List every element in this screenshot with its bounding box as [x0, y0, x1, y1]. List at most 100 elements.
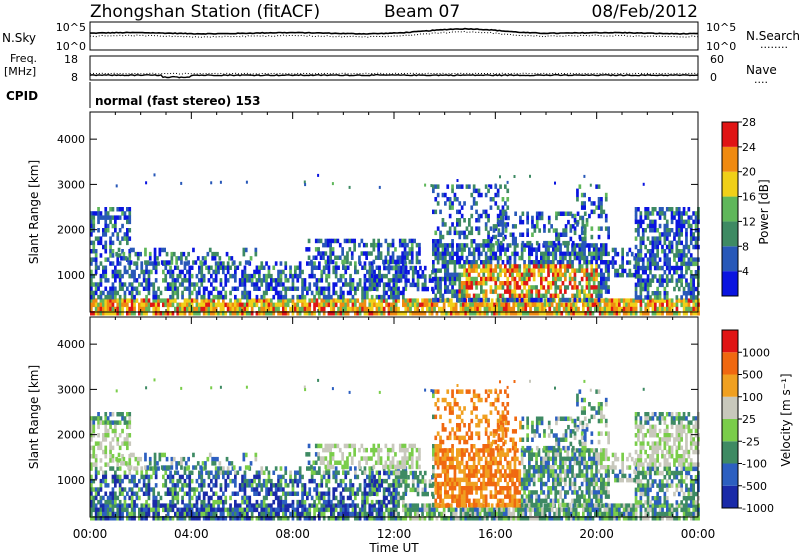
range-cell — [327, 491, 331, 496]
range-cell — [402, 499, 405, 505]
range-cell — [279, 483, 283, 488]
range-cell — [358, 483, 362, 488]
range-cell — [338, 242, 342, 248]
range-cell — [284, 311, 288, 316]
range-cell — [618, 511, 621, 517]
range-cell — [613, 298, 616, 303]
range-cell — [363, 261, 367, 266]
range-cell — [534, 306, 537, 312]
range-cell — [531, 224, 534, 229]
range-cell — [477, 247, 481, 252]
range-cell — [303, 503, 307, 508]
range-cell — [279, 282, 283, 287]
range-cell — [665, 228, 669, 233]
range-cell — [315, 495, 319, 501]
range-cell — [387, 286, 391, 292]
range-cell — [458, 297, 462, 303]
range-cell — [451, 285, 454, 290]
range-cell — [466, 306, 470, 312]
range-cell — [685, 298, 688, 303]
range-cell — [446, 272, 450, 278]
range-cell — [207, 503, 211, 508]
range-cell — [475, 293, 478, 299]
range-cell — [210, 181, 213, 185]
range-cell — [687, 223, 691, 229]
range-cell — [434, 297, 438, 303]
range-cell — [99, 211, 103, 216]
range-cell — [682, 298, 686, 303]
range-cell — [212, 269, 216, 275]
nave-dots: .... — [754, 73, 768, 86]
range-cell — [99, 516, 103, 521]
range-cell — [470, 243, 474, 248]
range-cell — [522, 306, 525, 312]
range-cell — [253, 269, 256, 275]
range-cell — [536, 516, 540, 521]
range-cell — [296, 507, 300, 513]
range-cell — [99, 240, 103, 246]
range-cell — [200, 278, 204, 283]
range-cell — [282, 298, 285, 303]
range-cell — [162, 507, 165, 513]
range-cell — [102, 298, 105, 303]
range-cell — [574, 306, 578, 312]
range-cell — [142, 286, 146, 291]
range-cell — [128, 265, 132, 270]
range-cell — [632, 298, 636, 303]
range-cell — [687, 215, 691, 220]
range-cell — [169, 265, 172, 270]
range-cell — [90, 311, 93, 316]
range-cell — [217, 474, 220, 480]
range-cell — [649, 228, 652, 233]
range-cell — [673, 215, 676, 220]
range-cell — [205, 286, 208, 291]
range-cell — [255, 503, 259, 508]
range-cell — [166, 269, 170, 275]
range-cell — [448, 201, 452, 206]
range-cell — [649, 503, 652, 508]
range-cell — [116, 503, 120, 508]
range-cell — [385, 290, 388, 296]
range-cell — [397, 269, 400, 275]
range-cell — [634, 282, 638, 288]
range-cell — [484, 260, 488, 265]
range-cell — [152, 290, 156, 296]
range-cell — [453, 272, 457, 278]
range-cell — [572, 511, 576, 517]
range-cell — [500, 311, 504, 316]
range-cell — [630, 272, 634, 278]
range-cell — [356, 269, 360, 275]
range-cell — [646, 298, 650, 303]
range-cell — [286, 516, 290, 521]
range-cell — [322, 242, 325, 248]
range-cell — [556, 260, 560, 265]
range-cell — [241, 306, 244, 312]
range-cell — [402, 294, 405, 300]
range-cell — [661, 311, 664, 316]
range-cell — [482, 268, 486, 273]
range-cell — [583, 205, 586, 210]
range-cell — [296, 302, 300, 308]
range-cell — [520, 293, 524, 299]
range-cell — [222, 261, 225, 266]
range-cell — [607, 276, 610, 282]
range-cell — [634, 270, 638, 275]
range-cell — [310, 273, 314, 279]
range-cell — [248, 302, 252, 308]
range-cell — [157, 298, 160, 303]
range-cell — [109, 491, 112, 496]
range-cell — [646, 507, 650, 513]
range-cell — [298, 261, 302, 266]
range-cell — [162, 278, 165, 283]
range-cell — [318, 470, 321, 475]
range-cell — [564, 224, 568, 229]
range-cell — [368, 311, 372, 316]
range-cell — [130, 282, 134, 287]
range-cell — [181, 269, 184, 275]
range-cell — [198, 306, 201, 312]
range-cell — [482, 209, 486, 215]
range-cell — [342, 516, 345, 521]
range-cell — [361, 298, 364, 303]
range-cell — [602, 251, 606, 257]
range-cell — [226, 278, 230, 283]
